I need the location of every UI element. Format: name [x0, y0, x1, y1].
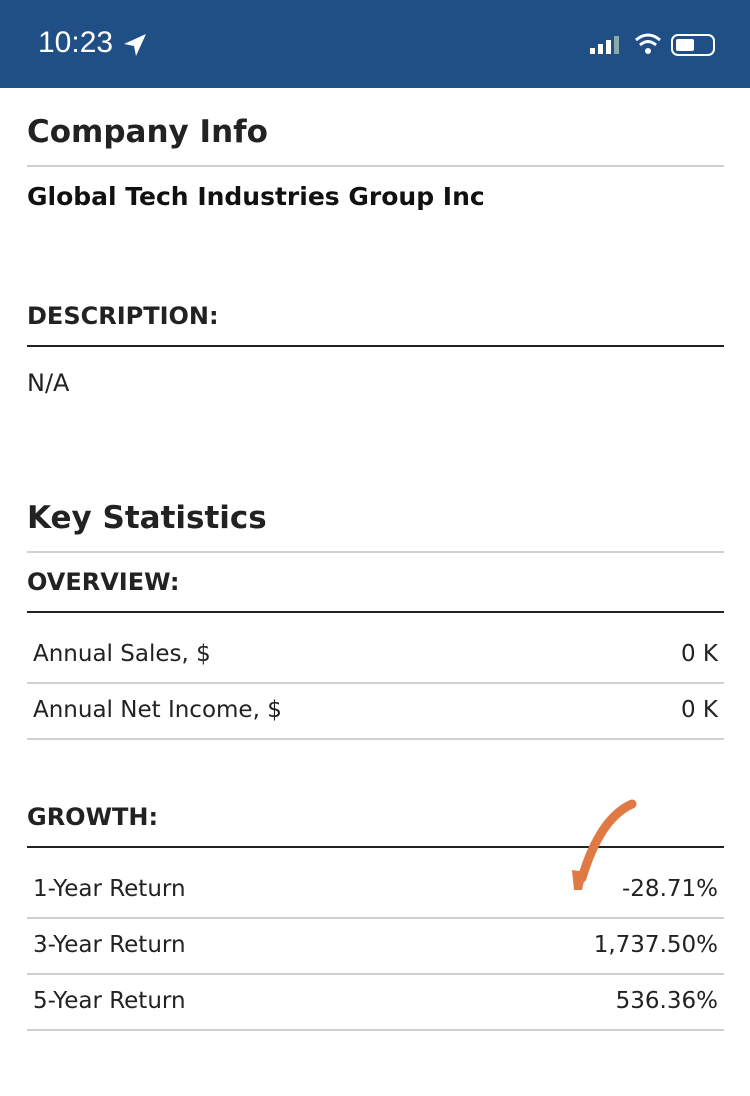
stat-value: 0 K	[680, 641, 718, 667]
stat-value: 536.36%	[615, 988, 718, 1014]
time: 10:23	[38, 26, 114, 59]
location-icon	[124, 34, 146, 56]
stat-label: 5-Year Return	[33, 988, 186, 1014]
divider	[27, 165, 724, 167]
status-icons	[590, 33, 715, 56]
divider	[27, 846, 724, 848]
section-label: OVERVIEW:	[27, 568, 180, 596]
section-title: Key Statistics	[27, 500, 267, 536]
stat-row: Annual Net Income, $ 0 K	[27, 683, 724, 740]
stat-label: 1-Year Return	[33, 876, 186, 902]
stat-label: Annual Sales, $	[33, 641, 211, 667]
divider	[27, 345, 724, 347]
stat-row: 1-Year Return -28.71%	[27, 862, 724, 919]
stat-value: 1,737.50%	[593, 932, 718, 958]
section-label: GROWTH:	[27, 803, 159, 831]
description: N/A	[27, 369, 70, 397]
stat-label: 3-Year Return	[33, 932, 186, 958]
stat-label: Annual Net Income, $	[33, 697, 282, 723]
stat-row: 3-Year Return 1,737.50%	[27, 918, 724, 975]
stat-value: -28.71%	[622, 876, 718, 902]
annotation-arrow	[572, 799, 637, 890]
status-bar: 10:23	[0, 0, 750, 88]
company-name: Global Tech Industries Group Inc	[27, 182, 485, 211]
stat-value: 0 K	[680, 697, 718, 723]
section-title: Company Info	[27, 114, 268, 150]
stat-row: Annual Sales, $ 0 K	[27, 627, 724, 684]
divider	[27, 611, 724, 613]
section-label: DESCRIPTION:	[27, 302, 219, 330]
divider	[27, 551, 724, 553]
stat-row: 5-Year Return 536.36%	[27, 974, 724, 1031]
